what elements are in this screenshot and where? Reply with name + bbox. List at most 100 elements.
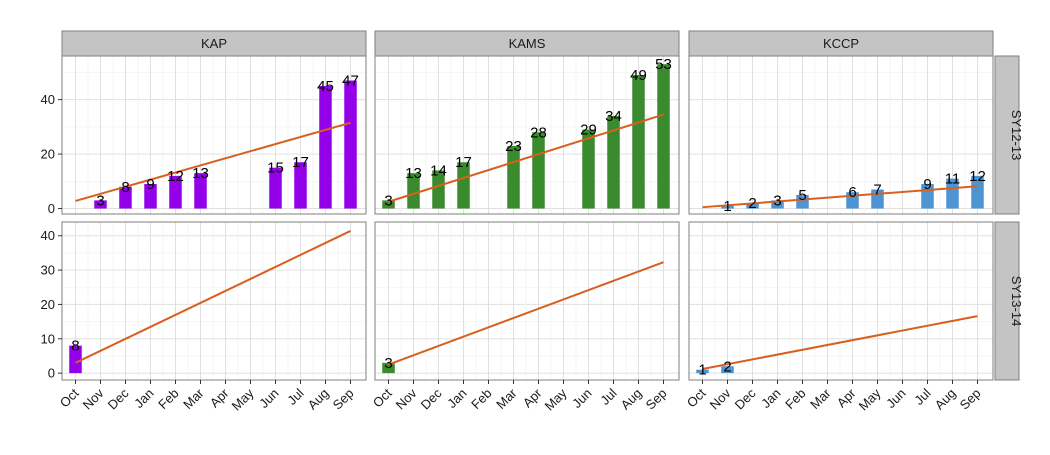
bar-nov: [94, 200, 107, 209]
x-tick-label: Aug: [305, 386, 332, 413]
bar-jul: [607, 115, 620, 209]
x-tick-label: Feb: [155, 386, 181, 412]
data-label: 49: [630, 67, 647, 84]
data-label: 34: [605, 108, 622, 125]
x-tick-label: Jan: [444, 386, 469, 411]
x-tick-label: Mar: [180, 385, 207, 412]
data-label: 45: [317, 78, 334, 95]
data-label: 8: [71, 338, 79, 355]
bar-dec: [746, 203, 759, 209]
trend-line: [702, 185, 978, 209]
data-label: 2: [748, 195, 756, 212]
data-label: 1: [698, 362, 706, 379]
bar-sep: [657, 64, 670, 209]
bar-nov: [721, 366, 734, 374]
data-label: 13: [192, 165, 209, 182]
x-tick-label: Dec: [732, 385, 759, 412]
y-tick-label: 40: [41, 92, 55, 107]
column-strip-kams: [374, 30, 680, 57]
x-tick-label: Jul: [284, 385, 306, 407]
x-tick-label: Aug: [932, 386, 959, 413]
panel-background: [375, 222, 679, 380]
row-strip-sy12-13: [994, 55, 1020, 215]
data-label: 5: [798, 187, 806, 204]
x-tick-label: Dec: [418, 385, 445, 412]
panel-kams-sy12-13: 3 13 14 17 23 28 29 34 49 53: [374, 55, 680, 215]
panel-border: [374, 55, 680, 215]
bar-sep: [971, 175, 984, 209]
bar-sep: [344, 80, 357, 209]
row-strip-label: SY12-13: [1009, 110, 1024, 161]
bar-nov: [407, 173, 420, 209]
bar-jun: [269, 167, 282, 209]
panel-background: [62, 56, 366, 214]
x-tick-label: Jul: [597, 385, 619, 407]
x-tick-label: Jun: [569, 386, 594, 411]
bar-aug: [319, 85, 332, 209]
trend-line: [75, 230, 351, 364]
bar-jul: [294, 162, 307, 209]
data-label: 13: [405, 165, 422, 182]
panel-border: [374, 221, 680, 381]
bar-dec: [119, 186, 132, 209]
bar-jan: [144, 184, 157, 209]
x-tick-label: Jun: [883, 386, 908, 411]
x-tick-label: Apr: [834, 385, 859, 410]
bar-mar: [507, 145, 520, 209]
data-label: 6: [848, 184, 856, 201]
x-tick-label: Aug: [618, 386, 645, 413]
data-label: 12: [969, 168, 986, 185]
x-tick-label: Mar: [493, 385, 520, 412]
x-tick-label: Apr: [207, 385, 232, 410]
bar-jun: [582, 129, 595, 209]
data-label: 3: [384, 192, 392, 209]
x-tick-label: Sep: [643, 386, 670, 413]
column-strip-kccp: [688, 30, 994, 57]
data-label: 7: [873, 181, 881, 198]
x-tick-label: Jan: [758, 386, 783, 411]
x-tick-label: Feb: [782, 386, 808, 412]
row-strip-label: SY13-14: [1009, 276, 1024, 327]
panel-kccp-sy12-13: 1 2 3 5 6 7 9 11 12: [688, 55, 994, 215]
bar-apr: [532, 132, 545, 209]
data-label: 8: [121, 179, 129, 196]
y-tick-label: 10: [41, 331, 55, 346]
x-tick-label: Sep: [957, 386, 984, 413]
x-tick-label: Jul: [911, 385, 933, 407]
data-label: 53: [655, 56, 672, 73]
trend-line: [75, 121, 351, 202]
y-tick-label: 20: [41, 147, 55, 162]
data-label: 3: [96, 192, 104, 209]
panel-border: [688, 221, 994, 381]
column-strip-kap: [61, 30, 367, 57]
data-label: 14: [430, 162, 447, 179]
y-tick-label: 0: [48, 201, 55, 216]
bar-mar: [194, 173, 207, 209]
data-label: 9: [146, 176, 154, 193]
panel-background: [375, 56, 679, 214]
trend-line: [388, 261, 664, 366]
data-label: 15: [267, 160, 284, 177]
x-tick-label: Dec: [105, 385, 132, 412]
x-tick-label: Oct: [370, 385, 395, 410]
bar-aug: [632, 75, 645, 209]
x-tick-label: Nov: [707, 385, 734, 412]
data-label: 2: [723, 358, 731, 375]
trend-line: [388, 113, 664, 203]
column-strip-label: KAMS: [509, 36, 546, 51]
panel-background: [689, 56, 993, 214]
data-label: 47: [342, 73, 359, 90]
data-label: 12: [167, 168, 184, 185]
x-tick-label: May: [229, 385, 257, 413]
bar-dec: [432, 170, 445, 209]
y-tick-label: 40: [41, 228, 55, 243]
x-tick-label: Sep: [330, 386, 357, 413]
x-tick-label: Mar: [807, 385, 834, 412]
data-label: 3: [384, 355, 392, 372]
bar-oct: [69, 345, 82, 374]
row-strip-sy13-14: [994, 221, 1020, 381]
